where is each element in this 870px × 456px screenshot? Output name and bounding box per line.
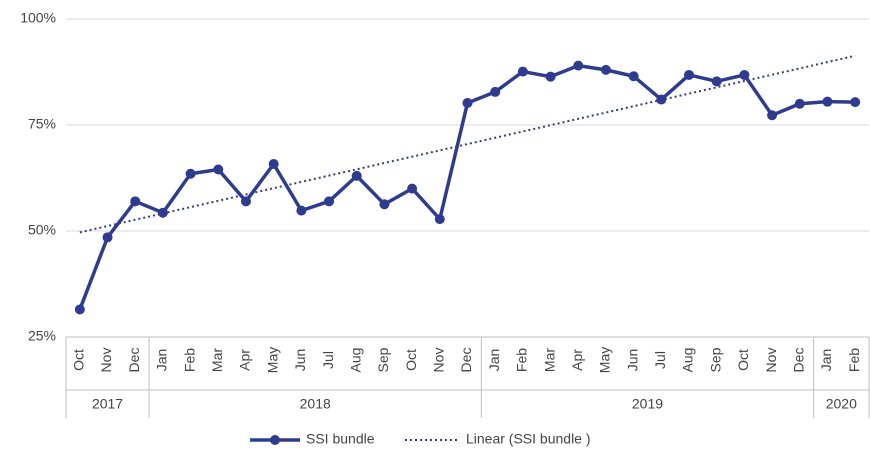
marker [240, 196, 251, 207]
marker [767, 110, 778, 121]
x-tick-label: Sep [707, 347, 723, 372]
marker [296, 205, 307, 216]
y-tick-label: 50% [28, 222, 56, 238]
marker [213, 164, 224, 175]
marker [739, 69, 750, 80]
marker [822, 96, 833, 107]
legend-marker [270, 435, 280, 445]
x-tick-label: Jul [652, 351, 668, 369]
x-tick-label: Feb [181, 348, 197, 372]
x-tick-label: Jan [818, 349, 834, 372]
marker [462, 97, 473, 108]
marker [185, 168, 196, 179]
x-tick-label: Feb [514, 348, 530, 372]
marker [573, 60, 584, 71]
marker [157, 207, 168, 218]
x-tick-label: Nov [763, 348, 779, 373]
x-tick-label: Oct [735, 349, 751, 371]
x-tick-label: Oct [403, 349, 419, 371]
y-tick-label: 75% [28, 116, 56, 132]
marker [102, 232, 113, 243]
marker [684, 69, 695, 80]
marker [600, 64, 611, 75]
x-tick-label: Aug [680, 348, 696, 373]
marker [130, 196, 141, 207]
x-tick-label: May [597, 347, 613, 373]
year-label: 2018 [300, 396, 331, 412]
x-tick-label: Aug [347, 348, 363, 373]
x-tick-label: Nov [431, 348, 447, 373]
marker [517, 66, 528, 77]
x-tick-label: Apr [569, 349, 585, 371]
marker [351, 170, 362, 181]
y-tick-label: 100% [20, 10, 56, 26]
x-tick-label: Jun [624, 349, 640, 372]
marker [628, 71, 639, 82]
x-tick-label: May [264, 347, 280, 373]
x-tick-label: Jan [486, 349, 502, 372]
x-tick-label: Feb [846, 348, 862, 372]
marker [545, 71, 556, 82]
legend-label: Linear (SSI bundle ) [466, 431, 591, 447]
x-tick-label: Jan [154, 349, 170, 372]
x-tick-label: Jul [320, 351, 336, 369]
marker [268, 159, 279, 170]
y-tick-label: 25% [28, 328, 56, 344]
legend-label: SSI bundle [306, 431, 375, 447]
x-tick-label: Mar [541, 348, 557, 372]
marker [794, 98, 805, 109]
marker [74, 304, 85, 315]
trendline [79, 54, 856, 234]
marker [434, 214, 445, 225]
year-label: 2019 [632, 396, 663, 412]
x-tick-label: Dec [458, 348, 474, 373]
x-tick-label: Nov [98, 348, 114, 373]
marker [407, 183, 418, 194]
x-tick-label: Jun [292, 349, 308, 372]
x-tick-label: Sep [375, 347, 391, 372]
x-tick-label: Dec [126, 348, 142, 373]
year-label: 2017 [92, 396, 123, 412]
marker [324, 196, 335, 207]
marker [850, 97, 861, 108]
marker [711, 76, 722, 87]
marker [656, 94, 667, 105]
year-label: 2020 [826, 396, 857, 412]
marker [490, 86, 501, 97]
marker [379, 199, 390, 210]
x-tick-label: Apr [237, 349, 253, 371]
x-tick-label: Dec [790, 348, 806, 373]
x-tick-label: Oct [71, 349, 87, 371]
x-tick-label: Mar [209, 348, 225, 372]
